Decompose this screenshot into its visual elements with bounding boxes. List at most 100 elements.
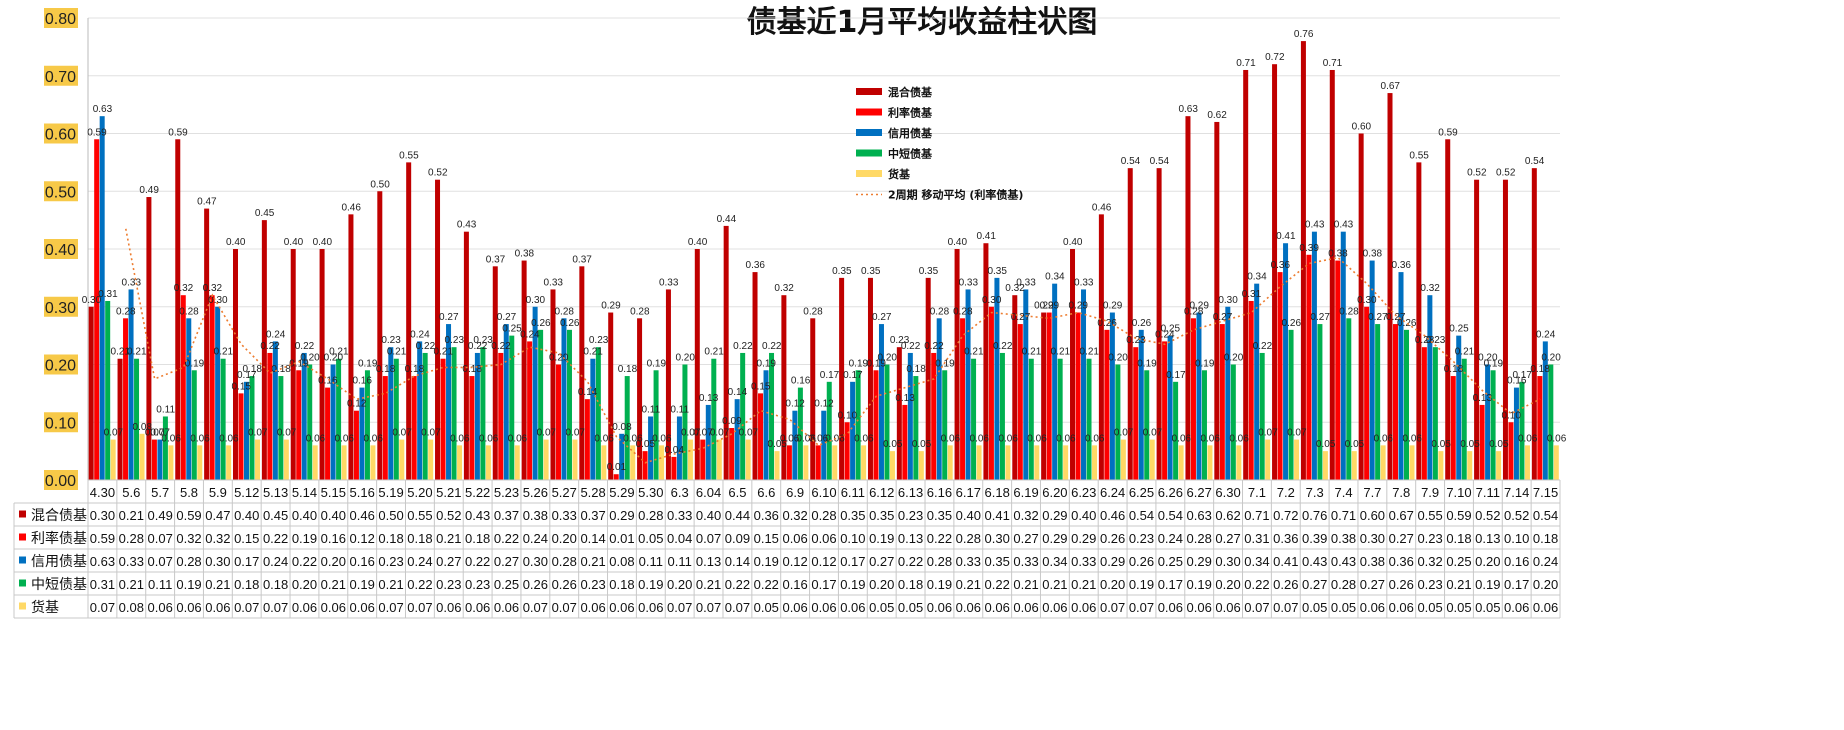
data-label: 0.26 — [560, 318, 580, 329]
x-tick-label: 5.27 — [552, 485, 577, 500]
table-cell: 0.28 — [552, 554, 577, 569]
bar — [388, 347, 394, 480]
data-label: 0.34 — [1045, 272, 1065, 283]
bar — [197, 445, 203, 480]
bar — [1185, 116, 1191, 481]
bar — [630, 445, 636, 480]
bar — [867, 277, 873, 480]
table-cell: 0.19 — [1187, 577, 1212, 592]
table-cell: 0.21 — [205, 577, 230, 592]
table-cell: 0.24 — [523, 531, 548, 546]
data-label: 0.22 — [924, 341, 944, 352]
x-tick-label: 6.12 — [869, 485, 894, 500]
data-label: 0.05 — [883, 439, 903, 450]
table-cell: 0.26 — [523, 577, 548, 592]
table-cell: 0.21 — [119, 577, 144, 592]
data-label: 0.28 — [1339, 306, 1359, 317]
table-cell: 0.10 — [840, 531, 865, 546]
data-label: 0.07 — [693, 428, 713, 439]
bar — [925, 277, 931, 480]
data-label: 0.19 — [185, 358, 205, 369]
legend-swatch — [856, 149, 882, 157]
table-row-name: 混合债基 — [31, 507, 87, 524]
table-cell: 0.27 — [1302, 577, 1327, 592]
table-cell: 0.21 — [580, 554, 605, 569]
table-cell: 0.19 — [1129, 577, 1154, 592]
table-cell: 0.24 — [263, 554, 288, 569]
bar — [1346, 318, 1352, 480]
bar — [180, 295, 186, 480]
bar — [676, 416, 682, 480]
x-tick-label: 5.23 — [494, 485, 519, 500]
table-cell: 0.21 — [1446, 577, 1471, 592]
bar — [1364, 306, 1370, 480]
bar — [947, 445, 953, 480]
bar — [527, 341, 533, 480]
data-label: 0.11 — [156, 404, 175, 415]
bar — [918, 451, 924, 480]
bar — [821, 410, 827, 480]
table-cell: 0.27 — [436, 554, 461, 569]
x-tick-label: 6.3 — [671, 485, 689, 500]
bar — [359, 387, 365, 480]
data-label: 0.01 — [607, 462, 627, 473]
x-tick-label: 6.30 — [1215, 485, 1240, 500]
data-label: 0.27 — [1310, 312, 1330, 323]
table-cell: 0.17 — [1158, 577, 1183, 592]
data-label: 0.33 — [1016, 277, 1036, 288]
table-cell: 0.40 — [956, 508, 981, 523]
table-cell: 0.07 — [725, 600, 750, 615]
data-label: 0.06 — [594, 433, 614, 444]
bar — [1041, 312, 1047, 480]
table-cell: 0.33 — [956, 554, 981, 569]
table-cell: 0.52 — [1504, 508, 1529, 523]
data-label: 0.33 — [659, 277, 679, 288]
table-cell: 0.06 — [148, 600, 173, 615]
table-cell: 0.06 — [811, 531, 836, 546]
table-cell: 0.06 — [638, 600, 663, 615]
legend-label: 利率债基 — [888, 106, 933, 120]
data-label: 0.07 — [739, 428, 759, 439]
bar — [561, 318, 567, 480]
x-tick-label: 6.19 — [1013, 485, 1038, 500]
data-label: 0.27 — [1368, 312, 1388, 323]
bar — [411, 376, 417, 480]
x-tick-label: 7.14 — [1504, 485, 1529, 500]
table-cell: 0.54 — [1533, 508, 1558, 523]
data-label: 0.71 — [1236, 58, 1256, 69]
bar — [1288, 329, 1294, 480]
data-label: 0.54 — [1121, 156, 1141, 167]
data-label: 0.22 — [295, 341, 315, 352]
data-label: 0.06 — [623, 433, 643, 444]
data-label: 0.27 — [1011, 312, 1031, 323]
table-cell: 0.27 — [1360, 577, 1385, 592]
x-tick-label: 5.26 — [523, 485, 548, 500]
bar — [348, 214, 354, 480]
table-cell: 0.24 — [407, 554, 432, 569]
bar — [1265, 439, 1271, 480]
table-cell: 0.20 — [1533, 577, 1558, 592]
bar — [162, 416, 168, 480]
bar — [734, 399, 740, 480]
data-label: 0.07 — [537, 428, 557, 439]
data-label: 0.19 — [849, 358, 869, 369]
bar — [797, 387, 803, 480]
y-tick-highlight — [44, 8, 78, 28]
table-cell: 0.44 — [725, 508, 750, 523]
data-label: 0.18 — [271, 364, 291, 375]
data-label: 0.55 — [399, 150, 419, 161]
table-cell: 0.06 — [1360, 600, 1385, 615]
data-label: 0.25 — [1449, 324, 1469, 335]
table-cell: 0.37 — [580, 508, 605, 523]
x-tick-label: 7.11 — [1476, 485, 1500, 500]
bar — [1380, 445, 1386, 480]
data-label: 0.14 — [578, 387, 598, 398]
x-tick-label: 7.15 — [1533, 485, 1558, 500]
x-tick-label: 4.30 — [90, 485, 115, 500]
table-row-name: 中短债基 — [31, 576, 87, 593]
data-label: 0.31 — [98, 289, 118, 300]
table-cell: 0.13 — [696, 554, 721, 569]
x-tick-label: 7.2 — [1277, 485, 1295, 500]
bar — [1375, 324, 1381, 480]
table-cell: 0.31 — [1244, 531, 1269, 546]
